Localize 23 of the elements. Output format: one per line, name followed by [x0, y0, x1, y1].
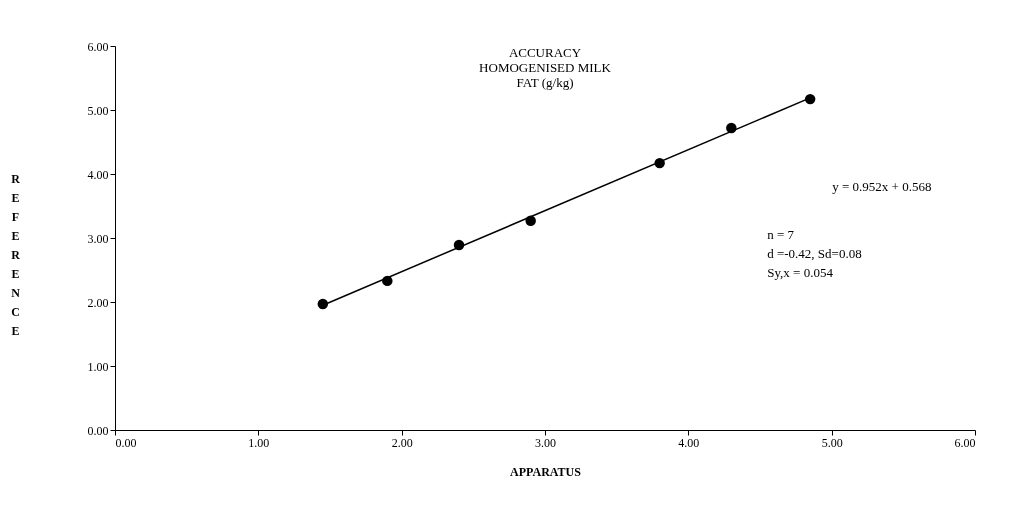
text: REFERENCE — [11, 171, 20, 338]
x-tick-label: 5.00 — [821, 435, 843, 450]
x-tick-label: 4.00 — [678, 435, 700, 450]
y-tick-label: 4.00 — [87, 167, 109, 182]
y-tick-label: 6.00 — [87, 39, 109, 54]
x-tick-label: 6.00 — [954, 435, 976, 450]
chart-title: ACCURACY — [508, 45, 582, 60]
x-tick-label: 1.00 — [248, 435, 270, 450]
y-tick-label: 2.00 — [87, 295, 109, 310]
x-tick-label: 3.00 — [535, 435, 556, 450]
x-axis-title: APPARATUS — [510, 464, 582, 479]
annotation: y = 0.952x + 0.568 — [832, 178, 932, 194]
text: FAT (g/kg) — [516, 75, 574, 90]
text: HOMOGENISED MILK — [479, 60, 611, 75]
annotation: n = 7 — [767, 226, 795, 242]
y-tick-label: 5.00 — [87, 103, 109, 118]
y-tick-label: 3.00 — [87, 231, 109, 246]
y-tick-label: 1.00 — [87, 359, 109, 374]
x-tick-label: 0.00 — [115, 435, 137, 450]
x-tick-label: 2.00 — [391, 435, 413, 450]
annotation: d =-0.42, Sd=0.08 — [767, 246, 862, 261]
y-tick-label: 0.00 — [87, 423, 109, 438]
annotation: Sy,x = 0.054 — [767, 265, 834, 281]
